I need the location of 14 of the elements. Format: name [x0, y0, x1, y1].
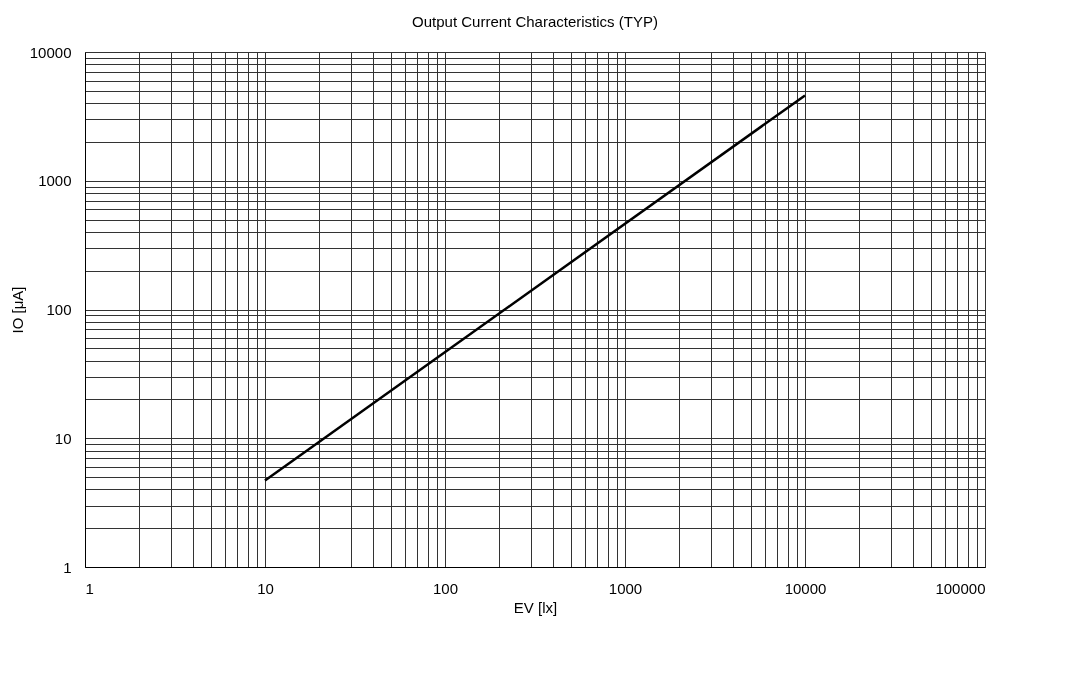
y-tick-label: 1000	[38, 172, 72, 190]
chart-title: Output Current Characteristics (TYP)	[412, 13, 658, 30]
x-tick-label: 100000	[935, 579, 986, 597]
x-tick-label: 10	[257, 579, 274, 597]
y-axis-title: IO [μA]	[8, 286, 26, 334]
x-tick-label: 1000	[608, 579, 643, 597]
x-tick-label: 1	[85, 579, 94, 597]
y-tick-label: 1	[63, 558, 72, 576]
y-tick-label: 10000	[29, 43, 72, 61]
x-tick-label: 10000	[784, 579, 827, 597]
y-tick-label: 100	[46, 301, 72, 318]
y-tick-label: 10	[54, 429, 72, 447]
x-axis-title: EV [lx]	[513, 598, 558, 616]
x-tick-label: 100	[432, 579, 459, 597]
